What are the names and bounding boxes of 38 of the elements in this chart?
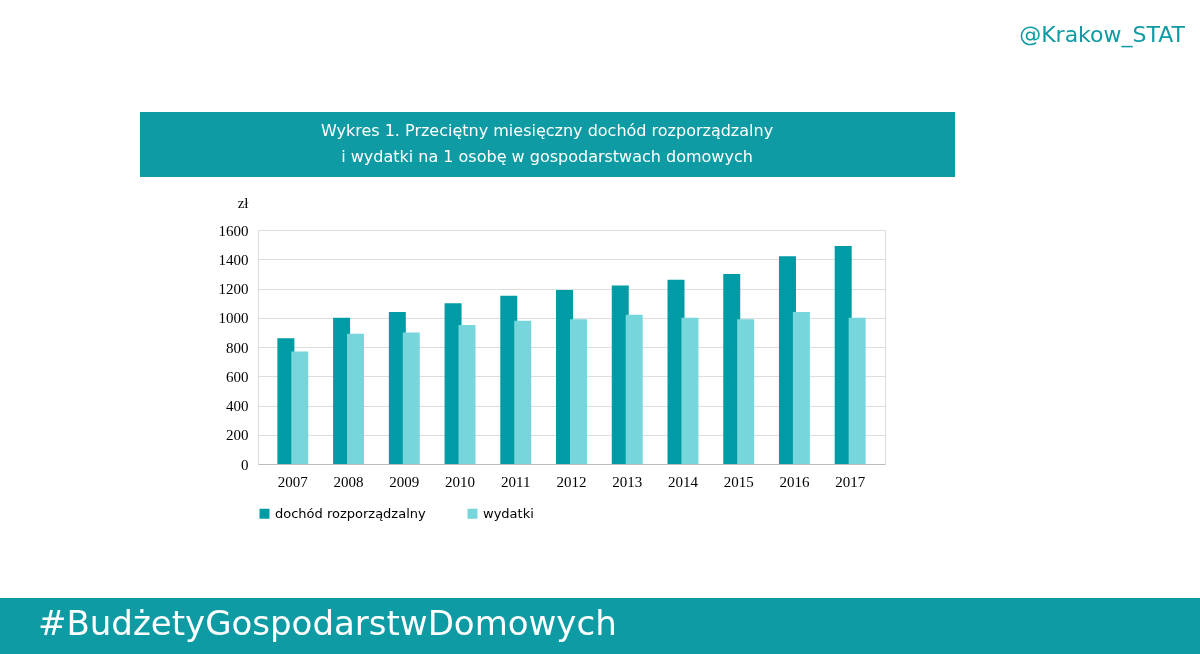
y-tick-label: 1000 — [218, 310, 249, 327]
x-tick-label: 2017 — [835, 473, 866, 490]
y-tick-label: 1400 — [218, 251, 249, 268]
bar — [625, 314, 643, 464]
y-tick-label: 1200 — [218, 281, 249, 297]
y-tick-label: 1600 — [218, 222, 249, 239]
x-tick-label: 2014 — [667, 473, 699, 490]
text: @Krakow_STAT — [1019, 22, 1186, 48]
text: #BudżetyGospodarstwDomowych — [38, 603, 617, 643]
x-tick-label: 2012 — [556, 473, 587, 490]
x-tick-label: 2010 — [445, 473, 476, 490]
x-tick-label: 2009 — [389, 473, 420, 490]
x-tick-label: 2011 — [501, 473, 531, 490]
text: i wydatki na 1 osobę w gospodarstwach domowych — [341, 147, 753, 166]
text: Wykres 1. Przeciętny miesięczny dochód rozporządzalny — [320, 121, 774, 140]
y-tick-label: 800 — [226, 339, 249, 356]
x-tick-label: 2015 — [723, 473, 754, 490]
bar — [792, 311, 810, 464]
y-tick-label: 400 — [226, 398, 249, 414]
bar — [347, 333, 365, 464]
bar — [291, 351, 309, 464]
x-tick-label: 2008 — [333, 473, 364, 490]
bar — [569, 319, 587, 464]
y-tick-label: 200 — [226, 427, 249, 444]
bar — [848, 317, 866, 464]
bar — [402, 332, 420, 464]
x-tick-label: 2016 — [779, 473, 810, 490]
x-tick-label: 2007 — [277, 473, 309, 490]
legend-label: dochód rozporządzalny — [275, 505, 426, 521]
bar — [458, 325, 476, 464]
x-tick-label: 2013 — [612, 473, 643, 490]
legend-label: wydatki — [483, 505, 534, 521]
bar — [681, 317, 699, 464]
bar — [514, 320, 532, 464]
y-axis-title: zł — [237, 194, 250, 211]
y-tick-label: 600 — [226, 368, 249, 385]
bar — [737, 319, 755, 464]
y-tick-label: 0 — [241, 456, 249, 473]
